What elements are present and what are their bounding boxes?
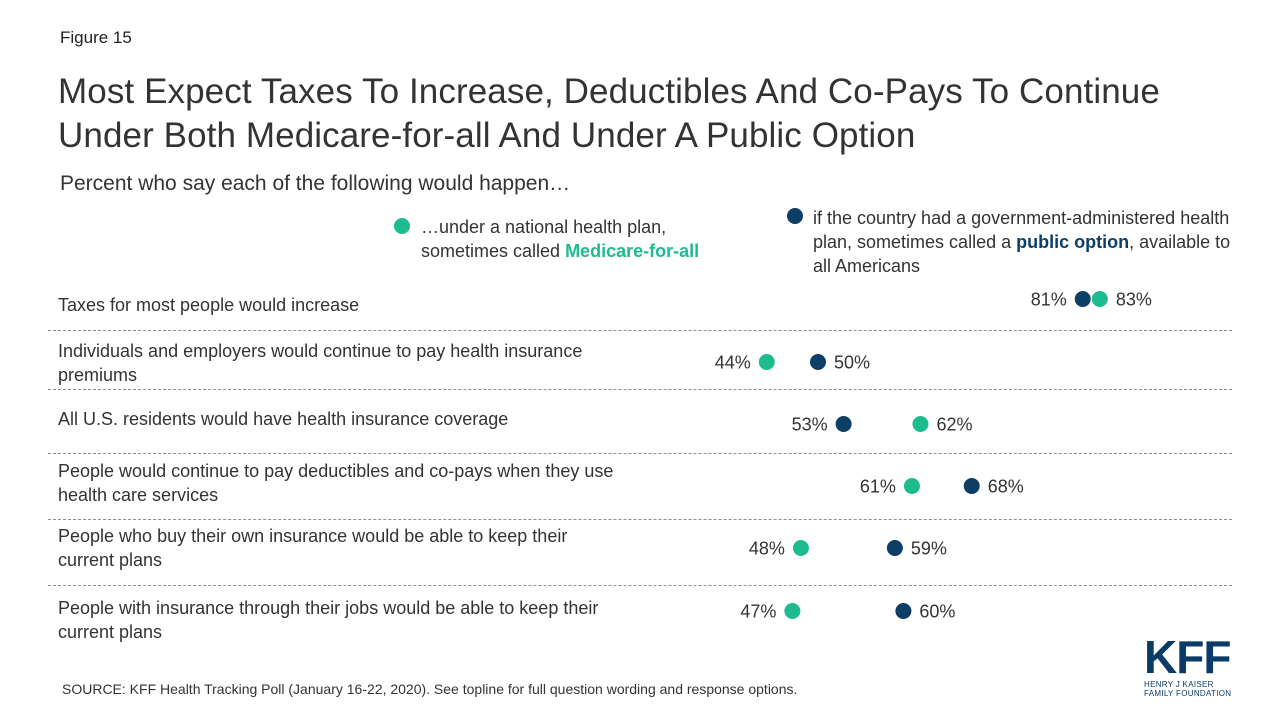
data-label: 50% — [834, 353, 870, 373]
logo-wordmark: KFF — [1144, 631, 1231, 683]
chart-subtitle: Percent who say each of the following wo… — [60, 172, 571, 195]
legend-text-public-option: if the country had a government-administ… — [813, 206, 1253, 278]
data-point-medicare-for-all — [758, 354, 775, 370]
data-label: 59% — [911, 539, 947, 559]
row-divider — [48, 453, 1232, 454]
data-label: 68% — [988, 477, 1024, 497]
data-label: 83% — [1116, 290, 1152, 310]
category-label: People would continue to pay deductibles… — [58, 461, 614, 505]
row-divider — [48, 585, 1232, 586]
legend-dot-public-option — [787, 208, 803, 224]
data-point-public-option — [810, 354, 826, 370]
row-divider — [48, 519, 1232, 520]
logo-subtext-line: FAMILY FOUNDATION — [1144, 689, 1232, 698]
source-note: SOURCE: KFF Health Tracking Poll (Januar… — [62, 681, 798, 697]
data-point-medicare-for-all — [784, 603, 801, 619]
data-label: 60% — [919, 602, 955, 622]
figure-label: Figure 15 — [60, 28, 132, 47]
data-label: 44% — [715, 353, 751, 373]
data-point-public-option — [835, 416, 852, 432]
logo-subtext: HENRY J KAISER FAMILY FOUNDATION — [1144, 680, 1236, 698]
data-point-medicare-for-all — [792, 540, 809, 556]
data-point-medicare-for-all — [912, 416, 929, 432]
data-point-public-option — [895, 603, 912, 619]
chart-title: Most Expect Taxes To Increase, Deductibl… — [58, 72, 1160, 155]
data-point-public-option — [1074, 291, 1091, 307]
category-label: People with insurance through their jobs… — [58, 598, 599, 642]
legend-text-prefix: …under a national health plan, sometimes… — [421, 217, 667, 261]
kff-logo: KFF HENRY J KAISER FAMILY FOUNDATION — [1144, 631, 1236, 699]
category-label: All U.S. residents would have health ins… — [58, 409, 509, 429]
legend-dot-medicare-for-all — [394, 218, 410, 234]
row-divider — [48, 389, 1232, 390]
data-label: 48% — [749, 539, 785, 559]
legend-text-medicare-for-all: …under a national health plan, sometimes… — [421, 215, 741, 263]
category-label: Individuals and employers would continue… — [58, 341, 583, 385]
data-point-medicare-for-all — [1091, 291, 1108, 307]
legend-highlight-public-option: public option — [1016, 232, 1130, 252]
data-label: 53% — [792, 415, 828, 435]
data-label: 47% — [740, 602, 776, 622]
data-label: 62% — [936, 415, 972, 435]
logo-subtext-line: HENRY J KAISER — [1144, 680, 1214, 689]
legend-text-prefix: if the country had a government-administ… — [813, 208, 1230, 252]
category-label: People who buy their own insurance would… — [58, 526, 568, 570]
data-point-public-option — [963, 478, 980, 494]
data-point-medicare-for-all — [903, 478, 920, 494]
data-label: 61% — [860, 477, 896, 497]
data-label: 81% — [1031, 290, 1067, 310]
row-divider — [48, 330, 1232, 331]
legend-text-suffix: , available to all Americans — [813, 232, 1231, 276]
category-label: Taxes for most people would increase — [58, 295, 360, 315]
legend-highlight-medicare-for-all: Medicare-for-all — [565, 241, 700, 261]
data-point-public-option — [886, 540, 903, 556]
